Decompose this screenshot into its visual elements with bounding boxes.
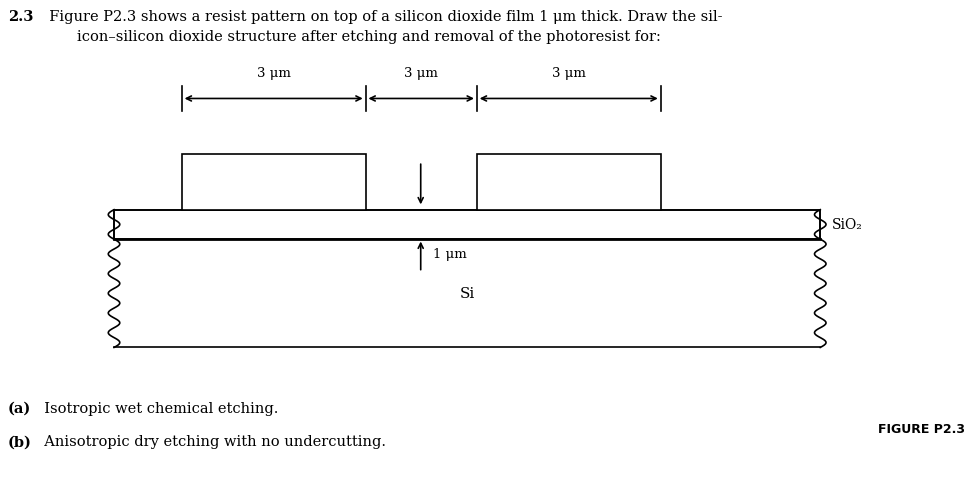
Text: SiO₂: SiO₂: [832, 218, 863, 232]
Bar: [477, 155, 661, 210]
Bar: [114, 210, 820, 239]
Text: 3 μm: 3 μm: [257, 67, 291, 80]
Text: 3 μm: 3 μm: [552, 67, 586, 80]
Text: Isotropic wet chemical etching.: Isotropic wet chemical etching.: [35, 401, 278, 415]
Text: FIGURE P2.3: FIGURE P2.3: [879, 423, 965, 435]
Text: 2.3: 2.3: [8, 10, 33, 24]
Text: Figure P2.3 shows a resist pattern on top of a silicon dioxide film 1 μm thick. : Figure P2.3 shows a resist pattern on to…: [40, 10, 722, 43]
Text: (a): (a): [8, 401, 31, 415]
Text: Resist: Resist: [252, 176, 295, 189]
Text: Si: Si: [459, 286, 475, 301]
Text: 3 μm: 3 μm: [404, 67, 438, 80]
Text: Resist: Resist: [547, 176, 591, 189]
Text: Anisotropic dry etching with no undercutting.: Anisotropic dry etching with no undercut…: [35, 435, 385, 448]
Bar: [182, 155, 366, 210]
Text: 1 μm: 1 μm: [433, 247, 467, 260]
Text: (b): (b): [8, 435, 31, 448]
